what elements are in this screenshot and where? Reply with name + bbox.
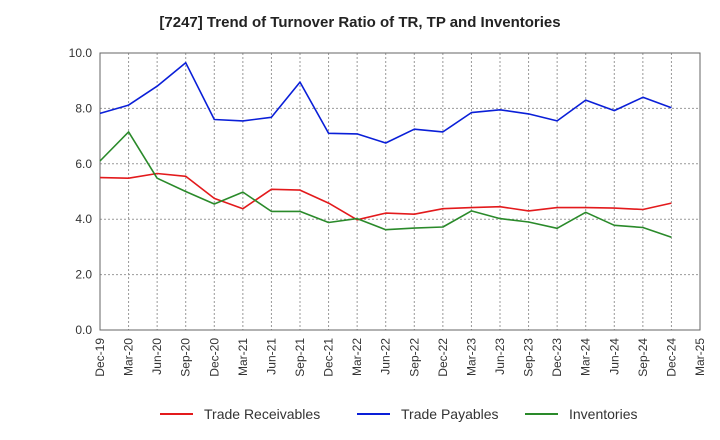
x-tick-label: Sep-21	[293, 338, 307, 377]
x-tick-label: Jun-24	[607, 338, 621, 375]
x-tick-label: Dec-22	[436, 338, 450, 377]
series-line-trade-receivables	[99, 172, 672, 221]
x-tick-label: Sep-22	[407, 338, 421, 377]
x-tick-label: Mar-20	[122, 338, 136, 376]
legend-item-inventories: Inventories	[525, 406, 637, 422]
y-tick-label: 2.0	[75, 268, 92, 282]
legend-label: Trade Receivables	[204, 406, 320, 422]
series-line-inventories	[99, 131, 672, 238]
x-tick-label: Dec-24	[664, 338, 678, 377]
x-tick-label: Dec-20	[207, 338, 221, 377]
series-lines	[99, 61, 672, 238]
y-axis-ticks: 0.0 2.0 4.0 6.0 8.0 10.0	[69, 46, 93, 337]
y-tick-label: 4.0	[75, 212, 92, 226]
legend: Trade Receivables Trade Payables Inventori…	[160, 406, 637, 422]
x-tick-label: Mar-21	[236, 338, 250, 376]
x-tick-label: Dec-23	[550, 338, 564, 377]
x-tick-label: Jun-22	[379, 338, 393, 375]
x-tick-label: Dec-19	[93, 338, 107, 377]
x-tick-label: Sep-20	[179, 338, 193, 377]
y-tick-label: 6.0	[75, 157, 92, 171]
legend-label: Inventories	[569, 406, 637, 422]
gridlines	[100, 53, 700, 330]
x-tick-label: Mar-23	[464, 338, 478, 376]
y-tick-label: 10.0	[69, 46, 93, 60]
chart-title: [7247] Trend of Turnover Ratio of TR, TP…	[159, 14, 561, 31]
x-tick-label: Mar-22	[350, 338, 364, 376]
x-tick-label: Mar-25	[693, 338, 707, 376]
legend-label: Trade Payables	[401, 406, 499, 422]
x-tick-label: Jun-21	[264, 338, 278, 375]
series-line-trade-payables	[99, 61, 672, 144]
legend-item-trade-payables: Trade Payables	[357, 406, 499, 422]
plot-area	[99, 52, 701, 331]
y-tick-label: 8.0	[75, 101, 92, 115]
legend-item-trade-receivables: Trade Receivables	[160, 406, 320, 422]
x-tick-label: Sep-24	[636, 338, 650, 377]
x-tick-label: Dec-21	[322, 338, 336, 377]
y-tick-label: 0.0	[75, 323, 92, 337]
x-tick-label: Jun-20	[150, 338, 164, 375]
x-tick-label: Jun-23	[493, 338, 507, 375]
x-axis-ticks: Dec-19 Mar-20 Jun-20 Sep-20 Dec-20 Mar-21 Jun-…	[93, 338, 707, 377]
x-tick-label: Mar-24	[579, 338, 593, 376]
x-tick-label: Sep-23	[522, 338, 536, 377]
